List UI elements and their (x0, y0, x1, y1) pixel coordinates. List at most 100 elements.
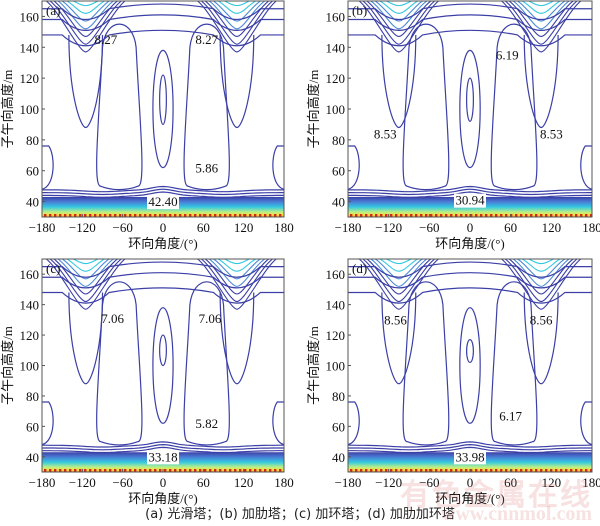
ground-marker (164, 469, 167, 472)
ground-marker (74, 469, 77, 472)
ground-marker (154, 214, 157, 217)
x-tick-label: 0 (467, 220, 474, 235)
y-tick-label: 60 (332, 419, 345, 434)
ground-marker (500, 469, 503, 472)
ground-marker (435, 469, 438, 472)
ground-marker (164, 214, 167, 217)
panel-tag: (d) (352, 261, 367, 276)
ground-marker (475, 214, 478, 217)
y-tick-label: 120 (20, 328, 40, 343)
ground-marker (575, 214, 578, 217)
ground-marker (360, 469, 363, 472)
ground-marker (144, 214, 147, 217)
contour-line (490, 281, 538, 446)
contour-line (196, 1, 278, 53)
y-axis-label: 子午向高度/m (306, 326, 321, 405)
ground-marker (510, 469, 513, 472)
x-tick-label: 180 (274, 475, 294, 490)
contour-line (207, 259, 266, 287)
ground-marker (44, 469, 47, 472)
figure-caption: (a) 光滑塔；(b) 加肋塔；(c) 加环塔；(d) 加肋加环塔 (145, 507, 455, 522)
contour-line (500, 1, 582, 53)
contour-line (72, 1, 100, 7)
x-tick-label: −180 (335, 220, 362, 235)
contour-line (96, 23, 143, 191)
contour-line (42, 446, 284, 454)
contour-line (348, 145, 360, 190)
y-tick-label: 140 (326, 298, 346, 313)
contour-line (152, 307, 174, 424)
ground-marker (239, 469, 242, 472)
ground-marker (169, 214, 172, 217)
ground-marker (535, 214, 538, 217)
ground-marker (450, 469, 453, 472)
panel-d: 8.56 8.56 6.17 33.98 (d) −180 −120 −60 0 60 120 180… (306, 258, 600, 506)
ground-marker (465, 214, 468, 217)
watermark-url: www.cnnmol.com (440, 503, 592, 525)
x-tick-label: 60 (197, 475, 210, 490)
contour-value-label: 8.56 (530, 312, 553, 327)
contour-line (580, 145, 592, 190)
panel-a: 8.27 8.27 5.86 42.40 (a) −180 −120 −60 0 60 120 180… (0, 0, 294, 251)
ground-marker (545, 469, 548, 472)
ground-marker (229, 469, 232, 472)
contour-line (196, 259, 278, 310)
x-tick-label: 120 (542, 220, 562, 235)
panel-tag: (c) (46, 261, 60, 276)
ground-marker (365, 214, 368, 217)
contour-line (348, 3, 592, 21)
y-tick-label: 160 (326, 267, 346, 282)
ground-marker (179, 469, 182, 472)
ground-marker (355, 469, 358, 472)
contour-line (348, 191, 592, 198)
y-tick-label: 100 (20, 359, 40, 374)
contour-line (459, 49, 481, 169)
ground-marker (535, 469, 538, 472)
plot-area (42, 1, 284, 217)
ground-marker (109, 469, 112, 472)
y-tick-label: 120 (326, 328, 346, 343)
contour-line (183, 23, 230, 191)
ground-marker (194, 469, 197, 472)
ground-marker (179, 214, 182, 217)
ground-marker (274, 214, 277, 217)
ground-marker (189, 469, 192, 472)
y-tick-label: 40 (26, 195, 39, 210)
ground-marker (104, 469, 107, 472)
x-tick-label: 180 (582, 220, 600, 235)
ground-marker (119, 214, 122, 217)
ground-marker (114, 469, 117, 472)
ground-marker (480, 214, 483, 217)
ground-marker (400, 469, 403, 472)
ground-marker (184, 214, 187, 217)
x-tick-label: 180 (582, 475, 600, 490)
contour-line (72, 259, 100, 265)
ground-marker (350, 469, 353, 472)
ground-marker (540, 469, 543, 472)
ground-marker (194, 214, 197, 217)
contour-value-label: 8.27 (94, 32, 117, 47)
y-tick-label: 120 (326, 71, 346, 86)
contour-line (42, 188, 284, 196)
ground-marker (505, 214, 508, 217)
ground-marker (49, 469, 52, 472)
contour-line (42, 191, 284, 198)
ground-marker (435, 214, 438, 217)
ground-marker (430, 469, 433, 472)
ground-marker (224, 469, 227, 472)
y-tick-label: 80 (332, 389, 345, 404)
contour-line (68, 292, 104, 385)
ground-marker (425, 214, 428, 217)
ground-marker (99, 214, 102, 217)
contour-line (42, 145, 54, 190)
ground-marker (390, 469, 393, 472)
x-tick-label: 120 (234, 220, 254, 235)
contour-line (42, 441, 284, 448)
ground-marker (540, 214, 543, 217)
ground-marker (555, 469, 558, 472)
ground-marker (114, 214, 117, 217)
contour-line (45, 1, 127, 53)
ground-marker (269, 214, 272, 217)
ground-marker (239, 214, 242, 217)
ground-marker (475, 469, 478, 472)
